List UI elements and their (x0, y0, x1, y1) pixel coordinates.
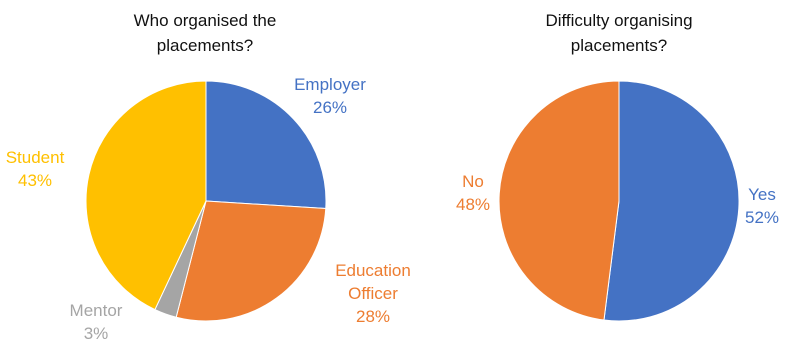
chart-title-line: Who organised the (134, 11, 277, 30)
slice-label: Education Officer 28% (335, 261, 411, 326)
slice-name: Yes (748, 185, 776, 204)
slice-name: No (462, 172, 484, 191)
slice-percent: 26% (313, 98, 347, 117)
pie-slice (175, 200, 327, 322)
slice-percent: 28% (356, 307, 390, 326)
pie-chart-difficulty: Difficulty organising placements? Yes 52%… (456, 11, 779, 322)
slice-label: Yes 52% (745, 185, 779, 227)
chart-title-line: placements? (157, 36, 253, 55)
pie-slice (205, 80, 327, 210)
slice-percent: 3% (84, 324, 109, 342)
slice-percent: 43% (18, 171, 52, 190)
slice-label: No 48% (456, 172, 490, 214)
slice-percent: 48% (456, 195, 490, 214)
pie-slice (498, 80, 620, 321)
slice-name: Education (335, 261, 411, 280)
slice-label: Employer 26% (294, 75, 366, 117)
slice-name: Employer (294, 75, 366, 94)
pie-chart-organiser: Who organised the placements? Employer 26… (6, 11, 411, 342)
chart-title-line: placements? (571, 36, 667, 55)
slice-percent: 52% (745, 208, 779, 227)
slice-label: Mentor 3% (70, 301, 123, 342)
pie-slice (603, 80, 740, 322)
slice-name: Officer (348, 284, 398, 303)
slice-label: Student 43% (6, 148, 65, 190)
pie-slice (85, 80, 207, 311)
slice-name: Student (6, 148, 65, 167)
chart-title-line: Difficulty organising (545, 11, 692, 30)
slice-name: Mentor (70, 301, 123, 320)
